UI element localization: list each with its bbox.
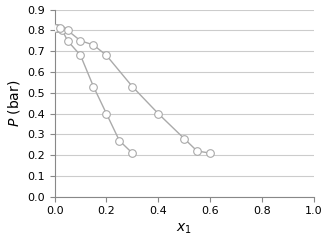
Y-axis label: $P$ (bar): $P$ (bar)	[6, 79, 22, 127]
X-axis label: $x_1$: $x_1$	[176, 222, 192, 236]
